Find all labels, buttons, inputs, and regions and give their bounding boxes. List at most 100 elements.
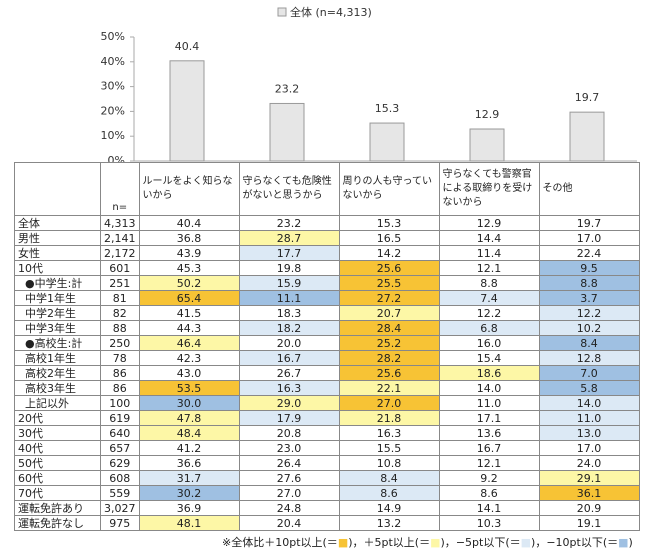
cell: 29.0 <box>238 395 340 411</box>
row-n: 250 <box>100 335 140 351</box>
cell: 7.4 <box>438 290 540 306</box>
table-row: 女性 2,172 43.9 17.7 14.2 11.4 22.4 <box>14 245 640 261</box>
bar <box>269 102 305 162</box>
cell: 6.8 <box>438 320 540 336</box>
y-tick-label: 50% <box>101 30 125 43</box>
cell: 48.1 <box>138 515 240 531</box>
cell: 9.5 <box>538 260 640 276</box>
row-n: 640 <box>100 425 140 441</box>
cell: 8.8 <box>438 275 540 291</box>
cell: 30.2 <box>138 485 240 501</box>
table-row: 高校3年生 86 53.5 16.3 22.1 14.0 5.8 <box>14 380 640 396</box>
cell: 25.6 <box>338 260 440 276</box>
cell: 18.2 <box>238 320 340 336</box>
row-label: 60代 <box>14 470 101 486</box>
cell: 17.0 <box>538 230 640 246</box>
row-label: 50代 <box>14 455 101 471</box>
cell: 22.4 <box>538 245 640 261</box>
column-header: ルールをよく知らないから <box>138 162 240 216</box>
row-label: ●中学生:計 <box>14 275 101 291</box>
table-row: 全体 4,313 40.4 23.2 15.3 12.9 19.7 <box>14 215 640 231</box>
cell: 48.4 <box>138 425 240 441</box>
cell: 12.1 <box>438 455 540 471</box>
cell: 26.4 <box>238 455 340 471</box>
chart: 0% 10% 20% 30% 40% 50% 全体 (n=4,313) 40.4 23.2 15.… <box>101 5 637 162</box>
row-label: 男性 <box>14 230 101 246</box>
cell: 24.8 <box>238 500 340 516</box>
cell: 22.1 <box>338 380 440 396</box>
row-label: 中学3年生 <box>14 320 101 336</box>
cell: 20.4 <box>238 515 340 531</box>
cell: 13.0 <box>538 425 640 441</box>
table-row: 運転免許あり 3,027 36.9 24.8 14.9 14.1 20.9 <box>14 500 640 516</box>
table-row: ●高校生:計 250 46.4 20.0 25.2 16.0 8.4 <box>14 335 640 351</box>
row-label: 女性 <box>14 245 101 261</box>
cell: 14.0 <box>438 380 540 396</box>
cell: 14.2 <box>338 245 440 261</box>
cell: 46.4 <box>138 335 240 351</box>
row-n: 4,313 <box>100 215 140 231</box>
column-header-text: 周りの人も守っていないから <box>342 176 433 201</box>
row-label: 20代 <box>14 410 101 426</box>
cell: 12.1 <box>438 260 540 276</box>
y-tick-label: 0% <box>108 154 125 162</box>
column-header-text: 守らなくても危険性がないと思うから <box>242 176 332 201</box>
row-n: 601 <box>100 260 140 276</box>
value-label: 23.2 <box>275 82 300 95</box>
cell: 16.7 <box>438 440 540 456</box>
cell: 25.5 <box>338 275 440 291</box>
cell: 8.4 <box>538 335 640 351</box>
column-header: 周りの人も守っていないから <box>338 162 440 216</box>
table-row: 70代 559 30.2 27.0 8.6 8.6 36.1 <box>14 485 640 501</box>
row-n: 2,172 <box>100 245 140 261</box>
row-label: 高校2年生 <box>14 365 101 381</box>
cell: 12.2 <box>438 305 540 321</box>
footnote-mark: ■ <box>430 536 441 549</box>
cell: 27.6 <box>238 470 340 486</box>
table-row: 30代 640 48.4 20.8 16.3 13.6 13.0 <box>14 425 640 441</box>
cell: 14.0 <box>538 395 640 411</box>
cell: 16.3 <box>238 380 340 396</box>
n-header-text: n= <box>112 202 128 213</box>
cell: 10.3 <box>438 515 540 531</box>
cell: 29.1 <box>538 470 640 486</box>
footnote-mark: ■ <box>520 536 532 549</box>
bar <box>169 60 205 162</box>
cell: 5.8 <box>538 380 640 396</box>
cell: 31.7 <box>138 470 240 486</box>
cell: 8.4 <box>338 470 440 486</box>
table-row: 50代 629 36.6 26.4 10.8 12.1 24.0 <box>14 455 640 471</box>
value-label: 40.4 <box>175 40 200 53</box>
cell: 17.1 <box>438 410 540 426</box>
row-label: 全体 <box>14 215 101 231</box>
row-label: 10代 <box>14 260 101 276</box>
row-n: 78 <box>100 350 140 366</box>
cell: 19.1 <box>538 515 640 531</box>
cell: 17.0 <box>538 440 640 456</box>
cell: 19.7 <box>538 215 640 231</box>
row-label: 40代 <box>14 440 101 456</box>
table-row: 男性 2,141 36.8 28.7 16.5 14.4 17.0 <box>14 230 640 246</box>
cell: 65.4 <box>138 290 240 306</box>
cell: 23.0 <box>238 440 340 456</box>
cell: 14.4 <box>438 230 540 246</box>
cell: 53.5 <box>138 380 240 396</box>
data-table: n= ルールをよく知らないから 守らなくても危険性がないと思うから 周りの人も守ってい… <box>14 162 640 531</box>
row-label: 70代 <box>14 485 101 501</box>
row-n: 619 <box>100 410 140 426</box>
table-row: 中学1年生 81 65.4 11.1 27.2 7.4 3.7 <box>14 290 640 306</box>
cell: 10.2 <box>538 320 640 336</box>
cell: 7.0 <box>538 365 640 381</box>
cell: 10.8 <box>338 455 440 471</box>
cell: 20.7 <box>338 305 440 321</box>
row-label: 運転免許あり <box>14 500 101 516</box>
row-n: 629 <box>100 455 140 471</box>
cell: 8.8 <box>538 275 640 291</box>
legend-label: 全体 (n=4,313) <box>290 5 372 19</box>
bar <box>369 122 405 162</box>
cell: 14.1 <box>438 500 540 516</box>
cell: 26.7 <box>238 365 340 381</box>
table-row: 高校2年生 86 43.0 26.7 25.6 18.6 7.0 <box>14 365 640 381</box>
footnote-mark: ■ <box>618 536 629 549</box>
cell: 45.3 <box>138 260 240 276</box>
